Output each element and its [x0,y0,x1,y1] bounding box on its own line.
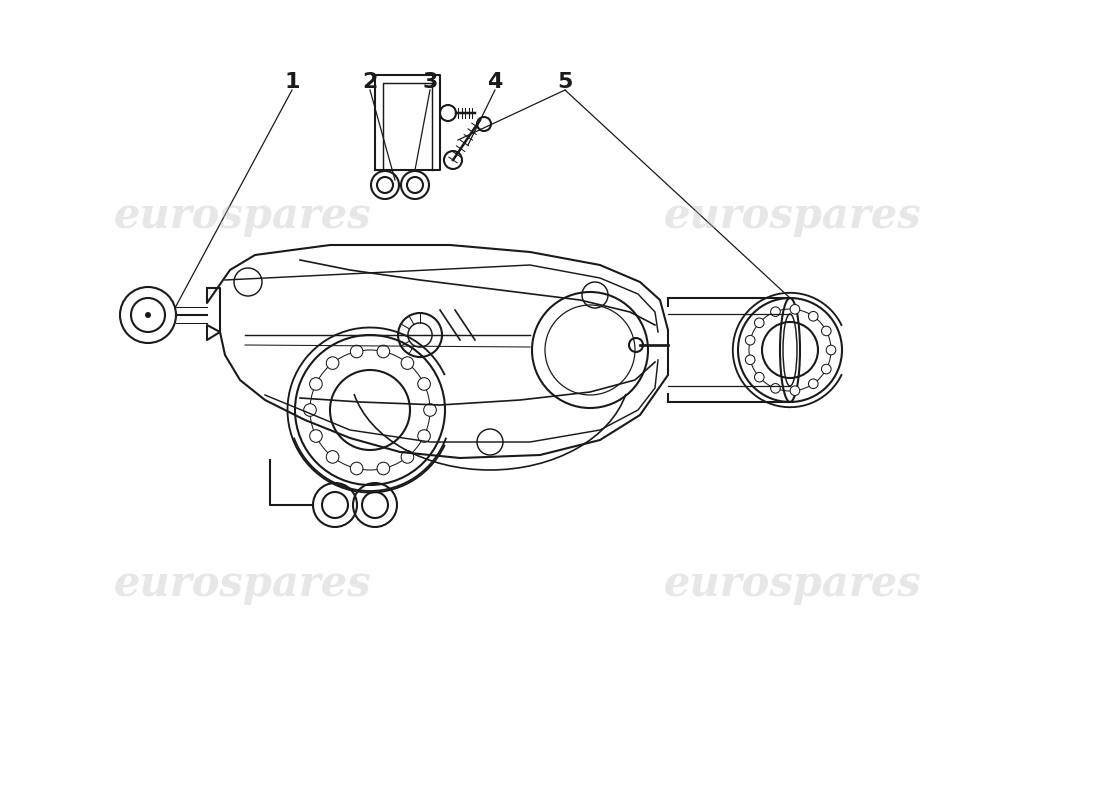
Circle shape [790,386,800,395]
Text: eurospares: eurospares [663,195,921,237]
Circle shape [746,355,755,365]
Circle shape [145,312,151,318]
Circle shape [418,378,430,390]
Text: eurospares: eurospares [663,563,921,605]
Circle shape [377,462,389,474]
Circle shape [418,430,430,442]
Circle shape [402,450,414,463]
Circle shape [350,462,363,474]
Circle shape [477,117,491,131]
Text: 2: 2 [362,72,377,92]
Circle shape [808,311,818,321]
Circle shape [304,404,317,416]
Circle shape [309,430,322,442]
Circle shape [377,346,389,358]
Circle shape [755,372,764,382]
Circle shape [771,307,780,317]
Circle shape [350,346,363,358]
Ellipse shape [780,298,800,402]
Circle shape [309,378,322,390]
Circle shape [808,379,818,389]
Circle shape [790,305,800,314]
Circle shape [327,450,339,463]
Circle shape [327,357,339,370]
Circle shape [402,357,414,370]
Circle shape [771,383,780,393]
Text: 4: 4 [487,72,503,92]
Circle shape [755,318,764,328]
Circle shape [826,346,836,355]
Text: 5: 5 [558,72,573,92]
Circle shape [440,105,456,121]
Circle shape [444,151,462,169]
Circle shape [822,326,832,336]
Circle shape [822,364,832,374]
Text: eurospares: eurospares [113,563,371,605]
Text: 3: 3 [422,72,438,92]
Text: 1: 1 [284,72,299,92]
Circle shape [629,338,644,352]
Circle shape [424,404,437,416]
Circle shape [746,335,755,345]
Text: eurospares: eurospares [113,195,371,237]
